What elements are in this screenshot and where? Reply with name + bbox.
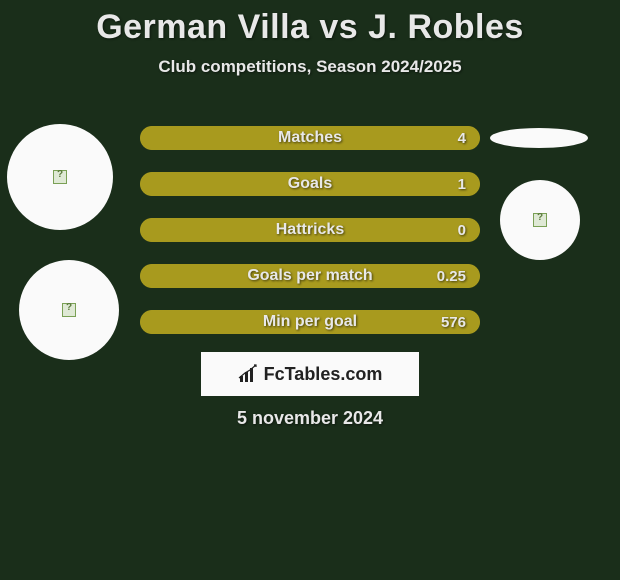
brand-logo-box: FcTables.com <box>201 352 419 396</box>
stat-row: Matches4 <box>140 126 480 150</box>
stat-label: Goals per match <box>140 267 480 285</box>
stat-value: 0 <box>458 222 466 239</box>
stat-label: Hattricks <box>140 221 480 239</box>
fctables-chart-icon <box>238 364 260 384</box>
brand-logo-text: FcTables.com <box>264 364 383 385</box>
page-subtitle: Club competitions, Season 2024/2025 <box>0 57 620 77</box>
decorative-circle <box>19 260 119 360</box>
stat-label: Min per goal <box>140 313 480 331</box>
stat-label: Matches <box>140 129 480 147</box>
stat-row: Hattricks0 <box>140 218 480 242</box>
date-text: 5 november 2024 <box>0 408 620 429</box>
decorative-circle <box>7 124 113 230</box>
placeholder-image-icon <box>533 213 547 227</box>
stat-value: 1 <box>458 176 466 193</box>
decorative-circle <box>500 180 580 260</box>
page-title: German Villa vs J. Robles <box>0 0 620 47</box>
placeholder-image-icon <box>53 170 67 184</box>
stat-label: Goals <box>140 175 480 193</box>
stats-container: Matches4Goals1Hattricks0Goals per match0… <box>140 126 480 356</box>
stat-value: 0.25 <box>437 268 466 285</box>
stat-value: 4 <box>458 130 466 147</box>
stat-row: Min per goal576 <box>140 310 480 334</box>
stat-row: Goals1 <box>140 172 480 196</box>
decorative-ellipse <box>490 128 588 148</box>
stat-row: Goals per match0.25 <box>140 264 480 288</box>
stat-value: 576 <box>441 314 466 331</box>
placeholder-image-icon <box>62 303 76 317</box>
